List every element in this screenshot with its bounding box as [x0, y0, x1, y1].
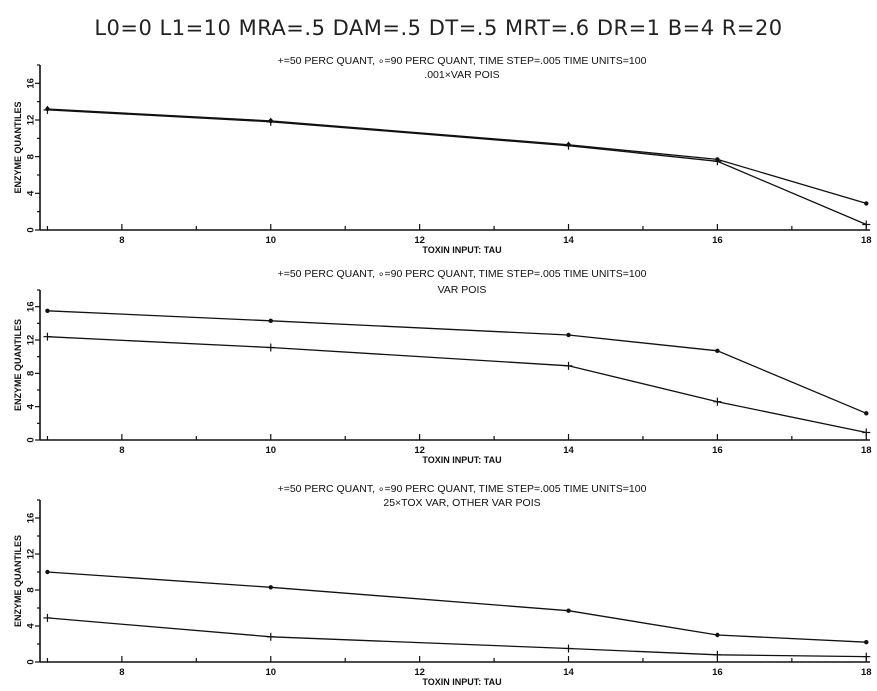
data-point-dot	[566, 142, 571, 147]
chart-panel-3: +=50 PERC QUANT, ∘=90 PERC QUANT, TIME S…	[13, 483, 872, 687]
x-tick-label: 14	[563, 445, 574, 456]
x-tick-label: 18	[861, 445, 872, 456]
y-tick-label: 16	[26, 78, 37, 89]
x-tick-label: 14	[563, 667, 574, 678]
data-point-dot	[268, 585, 273, 590]
x-tick-label: 10	[265, 445, 276, 456]
chart-subtitle-2: 25×TOX VAR, OTHER VAR POIS	[383, 497, 540, 509]
x-tick-label: 12	[414, 235, 425, 246]
x-tick-label: 10	[265, 667, 276, 678]
chart-panel-2: +=50 PERC QUANT, ∘=90 PERC QUANT, TIME S…	[13, 268, 872, 465]
x-tick-label: 16	[712, 235, 723, 246]
data-point-dot	[45, 308, 50, 314]
data-point-dot	[864, 411, 869, 416]
data-point-plus	[713, 650, 722, 659]
data-point-dot	[715, 157, 720, 162]
data-point-dot	[268, 118, 273, 124]
series-line-p90	[47, 108, 867, 205]
chart-panel-1: +=50 PERC QUANT, ∘=90 PERC QUANT, TIME S…	[13, 55, 872, 255]
x-tick-label: 16	[712, 667, 723, 678]
data-point-plus	[266, 632, 275, 641]
x-tick-label: 16	[712, 445, 723, 456]
data-point-plus	[564, 644, 573, 653]
x-axis-label: TOXIN INPUT: TAU	[422, 677, 501, 687]
series-line-p90	[47, 310, 867, 414]
data-point-dot	[864, 201, 869, 206]
x-tick-label: 8	[119, 235, 124, 246]
data-point-plus	[564, 361, 573, 370]
data-point-dot	[566, 332, 571, 338]
data-point-dot	[45, 106, 50, 112]
data-point-plus	[266, 343, 275, 352]
y-tick-label: 12	[26, 335, 37, 346]
y-tick-label: 12	[26, 549, 37, 560]
y-tick-label: 8	[26, 154, 37, 159]
series-line-p50	[47, 336, 867, 434]
data-point-plus	[713, 397, 722, 406]
y-tick-label: 8	[26, 371, 37, 376]
y-tick-label: 8	[26, 587, 37, 592]
y-tick-label: 0	[26, 227, 37, 232]
y-tick-label: 0	[26, 437, 37, 442]
data-point-plus	[43, 613, 52, 622]
series-line-p90	[47, 571, 867, 643]
x-tick-label: 12	[414, 445, 425, 456]
x-tick-label: 8	[119, 667, 124, 678]
data-point-dot	[45, 569, 50, 575]
x-axis-label: TOXIN INPUT: TAU	[422, 455, 501, 465]
x-tick-label: 8	[119, 445, 124, 456]
data-point-dot	[715, 348, 720, 354]
y-axis-label: ENZYME QUANTILES	[13, 535, 23, 627]
data-point-plus	[43, 332, 52, 341]
x-axis-label: TOXIN INPUT: TAU	[422, 245, 501, 255]
data-point-plus	[862, 220, 871, 229]
y-tick-label: 16	[26, 513, 37, 524]
y-tick-label: 16	[26, 301, 37, 312]
x-tick-label: 12	[414, 667, 425, 678]
data-point-dot	[715, 632, 720, 638]
y-tick-label: 4	[26, 403, 37, 409]
chart-subtitle: +=50 PERC QUANT, ∘=90 PERC QUANT, TIME S…	[278, 55, 647, 67]
y-tick-label: 12	[26, 115, 37, 126]
data-point-dot	[864, 640, 869, 645]
chart-subtitle-2: .001×VAR POIS	[424, 69, 499, 81]
chart-subtitle: +=50 PERC QUANT, ∘=90 PERC QUANT, TIME S…	[278, 268, 647, 280]
data-point-plus	[862, 428, 871, 437]
series-line-p50	[47, 617, 867, 658]
chart-subtitle-2: VAR POIS	[438, 284, 487, 296]
main-title: L0=0 L1=10 MRA=.5 DAM=.5 DT=.5 MRT=.6 DR…	[94, 16, 783, 40]
chart-subtitle: +=50 PERC QUANT, ∘=90 PERC QUANT, TIME S…	[278, 483, 647, 495]
x-tick-label: 14	[563, 235, 574, 246]
y-tick-label: 4	[26, 623, 37, 629]
y-axis-label: ENZYME QUANTILES	[13, 319, 23, 411]
data-point-dot	[566, 608, 571, 613]
y-tick-label: 4	[26, 190, 37, 196]
x-tick-label: 18	[861, 667, 872, 678]
x-tick-label: 18	[861, 235, 872, 246]
data-point-dot	[268, 318, 273, 324]
y-tick-label: 0	[26, 659, 37, 664]
data-point-plus	[862, 652, 871, 661]
x-tick-label: 10	[265, 235, 276, 246]
y-axis-label: ENZYME QUANTILES	[13, 101, 23, 193]
